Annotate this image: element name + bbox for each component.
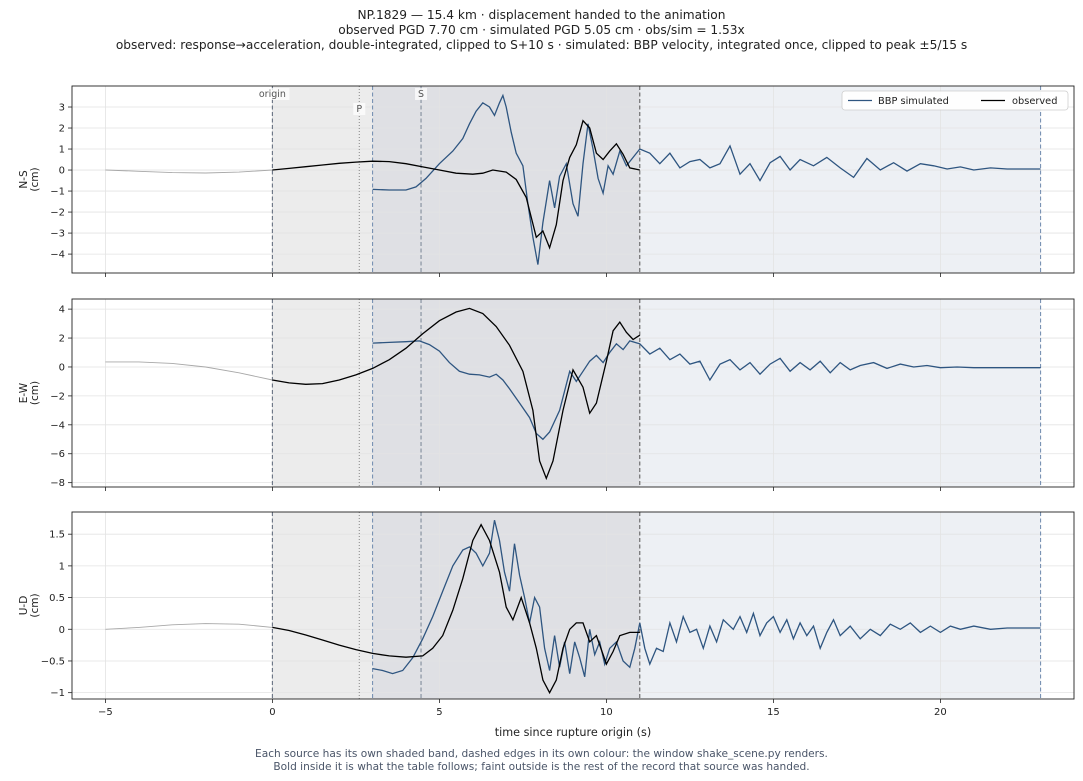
x-tick-label: 15	[767, 707, 780, 718]
y-axis-label: (cm)	[29, 593, 41, 617]
simulated-window-band	[639, 299, 1041, 487]
y-axis-label: (cm)	[29, 381, 41, 405]
y-tick-label: −3	[50, 229, 65, 240]
panel-frame	[71, 511, 1075, 700]
x-tick-label: 5	[436, 707, 442, 718]
y-tick-label: 0	[59, 166, 65, 177]
x-tick-label: −5	[98, 707, 113, 718]
figure-caption: Each source has its own shaded band, das…	[0, 748, 1083, 773]
y-tick-label: −4	[50, 420, 65, 431]
y-tick-label: −2	[50, 208, 65, 219]
observed-faint-series	[105, 623, 273, 630]
observed-series	[272, 307, 641, 481]
title-line-station: NP.1829 — 15.4 km · displacement handed …	[357, 8, 726, 22]
y-axis-label: (cm)	[29, 167, 41, 191]
y-tick-label: 1.5	[49, 530, 65, 541]
simulated-window-band	[639, 86, 1041, 273]
marker-label-origin: origin	[259, 89, 286, 100]
simulated-window-band	[639, 512, 1041, 699]
title-line-processing: observed: response→acceleration, double-…	[115, 38, 968, 52]
y-tick-label: −2	[50, 391, 65, 402]
observed-series	[272, 523, 640, 695]
marker-label-bg	[353, 103, 366, 115]
figure-title: NP.1829 — 15.4 km · displacement handed …	[0, 8, 1083, 53]
overlap-window-band	[372, 86, 640, 273]
observed-series	[272, 119, 640, 250]
panel-frame	[71, 298, 1075, 488]
simulated-series	[372, 340, 1041, 441]
x-axis-label: time since rupture origin (s)	[495, 726, 651, 739]
y-axis-label: U-D	[18, 596, 30, 616]
y-tick-label: −0.5	[41, 656, 65, 667]
y-tick-label: 0	[59, 625, 65, 636]
marker-label-bg	[415, 88, 428, 100]
y-tick-label: 4	[59, 305, 65, 316]
marker-label-p: P	[356, 104, 362, 115]
y-tick-label: 1	[59, 145, 65, 156]
simulated-series	[372, 520, 1041, 677]
observed-window-band	[272, 299, 373, 487]
y-tick-label: −6	[50, 449, 65, 460]
caption-line-2: Bold inside it is what the table follows…	[273, 760, 810, 773]
y-tick-label: −8	[50, 478, 65, 489]
y-tick-label: 3	[59, 103, 65, 114]
y-tick-label: 0.5	[49, 593, 65, 604]
x-tick-label: 20	[934, 707, 947, 718]
legend-box	[841, 90, 1069, 111]
title-line-pgd: observed PGD 7.70 cm · simulated PGD 5.0…	[338, 23, 745, 37]
observed-faint-series	[105, 361, 273, 381]
overlap-window-band	[372, 299, 640, 487]
observed-window-band	[272, 86, 373, 273]
observed-window-band	[272, 512, 373, 699]
panel-frame	[71, 85, 1075, 274]
x-tick-label: 0	[269, 707, 275, 718]
marker-label-s: S	[418, 89, 424, 100]
legend-simulated-label: BBP simulated	[878, 96, 949, 107]
y-tick-label: 2	[59, 124, 65, 135]
caption-line-1: Each source has its own shaded band, das…	[255, 748, 828, 760]
legend: BBP simulated observed	[841, 90, 1069, 111]
y-tick-label: 0	[59, 362, 65, 373]
observed-faint-series	[105, 169, 273, 174]
y-tick-label: −1	[50, 187, 65, 198]
y-axis-label: N-S	[18, 170, 30, 189]
panel-ns: −4 −3 −2 −1 0 1 2 3 N-S (cm) origin P S BBP simulated…	[18, 85, 1075, 277]
y-tick-label: 1	[59, 561, 65, 572]
y-axis-label: E-W	[18, 382, 30, 403]
x-tick-label: 10	[600, 707, 613, 718]
panel-ew: −8 −6 −4 −2 0 2 4 E-W (cm)	[18, 298, 1075, 491]
y-tick-label: −4	[50, 250, 65, 261]
marker-label-bg	[255, 88, 290, 100]
y-tick-label: 2	[59, 334, 65, 345]
y-tick-label: −1	[50, 688, 65, 699]
panel-ud: −1 −0.5 0 0.5 1 1.5 −5 0 5 10 15 20 U-D (cm)	[18, 511, 1075, 718]
simulated-series	[372, 93, 1041, 265]
legend-observed-label: observed	[1012, 96, 1057, 107]
